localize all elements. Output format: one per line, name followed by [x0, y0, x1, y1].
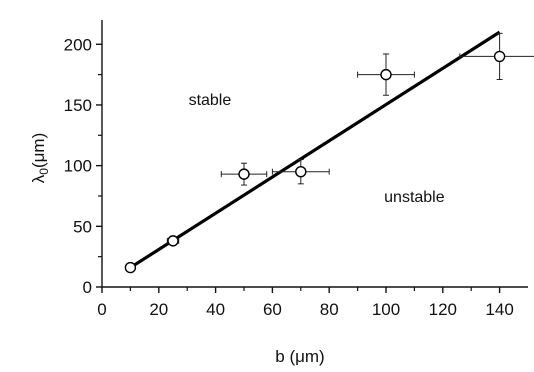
y-axis-label-symbol: λ: [29, 174, 48, 183]
x-tick-label: 40: [206, 300, 225, 319]
x-tick-label: 60: [263, 300, 282, 319]
fit-line-group: [129, 30, 501, 269]
error-bars: [127, 32, 534, 271]
region-label-stable: stable: [189, 92, 232, 109]
y-tick-label: 100: [64, 157, 92, 176]
fit-line: [129, 30, 501, 269]
x-tick-label: 20: [149, 300, 168, 319]
data-point: [124, 261, 137, 274]
y-tick-label: 200: [64, 35, 92, 54]
axis-ticks: 0 20 40 60 80 100 120 140 0 50 100 150 200: [64, 35, 514, 319]
y-tick-label: 150: [64, 96, 92, 115]
x-tick-label: 140: [485, 300, 513, 319]
region-annotations: stable unstable: [189, 92, 445, 206]
data-point: [238, 168, 250, 180]
x-tick-label: 120: [429, 300, 457, 319]
data-point: [167, 235, 179, 247]
axis-labels: b (μm) λ0(μm): [29, 133, 325, 366]
data-point: [380, 68, 392, 81]
y-tick-label: 50: [73, 217, 92, 236]
x-tick-label: 0: [97, 300, 106, 319]
y-axis-label: λ0(μm): [29, 133, 51, 183]
region-label-unstable: unstable: [384, 189, 445, 206]
y-tick-label: 0: [83, 278, 92, 297]
x-axis-label: b (μm): [275, 347, 324, 366]
axes: [101, 20, 528, 288]
data-points: [124, 50, 506, 274]
y-axis-label-subscript: 0: [37, 168, 51, 175]
data-point: [295, 166, 307, 178]
data-point: [493, 50, 506, 63]
x-tick-label: 80: [320, 300, 339, 319]
x-tick-label: 100: [372, 300, 400, 319]
y-axis-label-unit: (μm): [29, 133, 48, 168]
